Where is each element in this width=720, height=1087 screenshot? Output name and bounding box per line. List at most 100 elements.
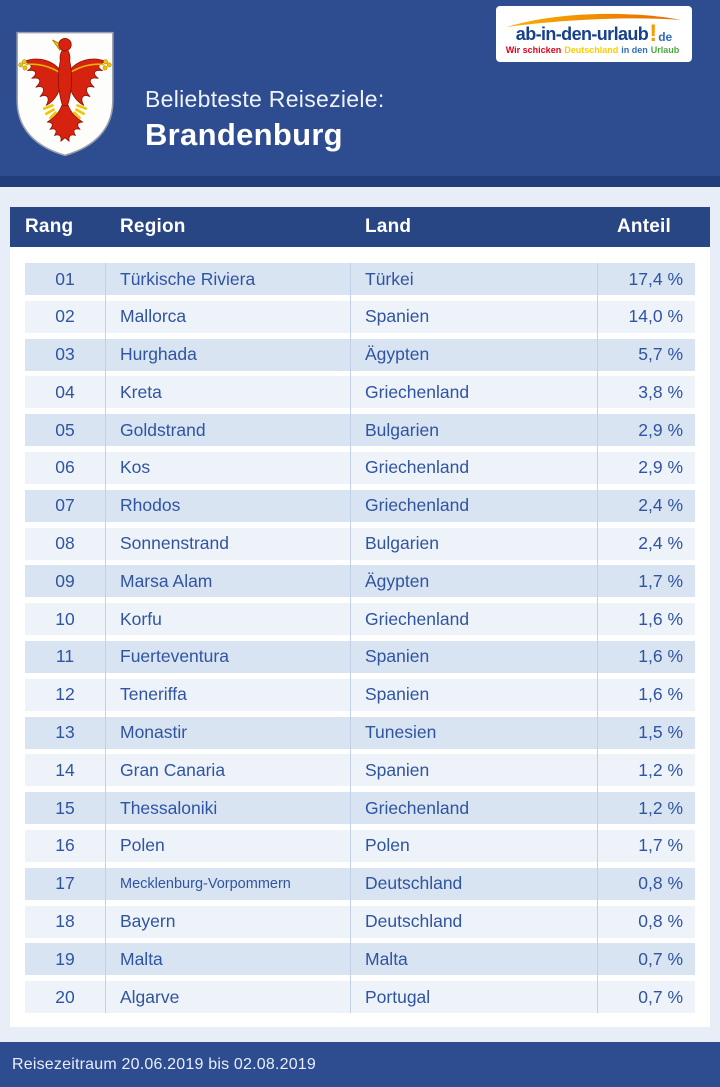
table-body: 01 Türkische Riviera Türkei 17,4 % 02 Ma… xyxy=(10,247,710,1026)
share-cell: 3,8 % xyxy=(638,381,683,402)
title-region: Brandenburg xyxy=(145,116,343,152)
column-divider xyxy=(597,263,598,1014)
rank-cell: 09 xyxy=(55,570,75,591)
rank-cell: 19 xyxy=(55,948,75,969)
column-header-land: Land xyxy=(365,216,412,237)
logo-tagline-word: Urlaub xyxy=(650,45,680,55)
logo-swoosh-icon xyxy=(507,13,681,27)
table-row: 11 Fuerteventura Spanien 1,6 % xyxy=(25,640,695,673)
country-cell: Ägypten xyxy=(365,344,430,365)
rank-cell: 13 xyxy=(55,722,75,743)
country-cell: Deutschland xyxy=(365,873,463,894)
logo-tagline-word: Wir schicken xyxy=(505,45,562,55)
country-cell: Griechenland xyxy=(365,608,470,629)
share-cell: 0,7 % xyxy=(638,986,683,1007)
region-cell: Kos xyxy=(120,457,151,478)
share-cell: 0,7 % xyxy=(638,948,683,969)
rank-cell: 16 xyxy=(55,835,75,856)
region-cell: Mallorca xyxy=(120,306,187,327)
rank-cell: 06 xyxy=(55,457,75,478)
table-row: 17 Mecklenburg-Vorpommern Deutschland 0,… xyxy=(25,867,695,900)
table-row: 19 Malta Malta 0,7 % xyxy=(25,943,695,976)
table-row: 10 Korfu Griechenland 1,6 % xyxy=(25,603,695,636)
column-divider xyxy=(105,263,106,1014)
share-cell: 2,4 % xyxy=(638,495,683,516)
rank-cell: 20 xyxy=(55,986,75,1007)
region-cell: Marsa Alam xyxy=(120,570,213,591)
travel-period-label: Reisezeitraum 20.06.2019 bis 02.08.2019 xyxy=(12,1055,317,1073)
rank-cell: 18 xyxy=(55,911,75,932)
region-cell: Sonnenstrand xyxy=(120,533,229,554)
region-cell: Hurghada xyxy=(120,344,197,365)
region-cell: Korfu xyxy=(120,608,162,629)
rank-cell: 11 xyxy=(55,646,75,667)
region-cell: Goldstrand xyxy=(120,419,206,440)
region-cell: Mecklenburg-Vorpommern xyxy=(120,875,291,892)
table-row: 20 Algarve Portugal 0,7 % xyxy=(25,981,695,1014)
share-cell: 5,7 % xyxy=(638,344,683,365)
table-row: 03 Hurghada Ägypten 5,7 % xyxy=(25,338,695,371)
country-cell: Bulgarien xyxy=(365,533,439,554)
country-cell: Spanien xyxy=(365,684,430,705)
logo-tagline: Wir schicken Deutschland in den Urlaub xyxy=(504,45,684,55)
region-cell: Rhodos xyxy=(120,495,181,516)
rank-cell: 04 xyxy=(55,381,75,402)
country-cell: Griechenland xyxy=(365,381,470,402)
country-cell: Spanien xyxy=(365,759,430,780)
column-header-anteil: Anteil xyxy=(617,216,671,237)
region-cell: Kreta xyxy=(120,381,162,402)
rank-cell: 02 xyxy=(55,306,75,327)
logo-tagline-word: in den xyxy=(621,45,648,55)
country-cell: Griechenland xyxy=(365,457,470,478)
country-cell: Griechenland xyxy=(365,495,470,516)
rank-cell: 03 xyxy=(55,344,75,365)
region-cell: Fuerteventura xyxy=(120,646,229,667)
country-cell: Ägypten xyxy=(365,570,430,591)
table-row: 16 Polen Polen 1,7 % xyxy=(25,829,695,862)
header-band: Beliebteste Reiseziele: Brandenburg ab-i… xyxy=(0,0,720,187)
brandenburg-coat-of-arms-icon xyxy=(16,31,114,157)
rank-cell: 07 xyxy=(55,495,75,516)
table-header-row: Rang Region Land Anteil xyxy=(10,207,710,247)
table-row: 12 Teneriffa Spanien 1,6 % xyxy=(25,678,695,711)
footer-band: Reisezeitraum 20.06.2019 bis 02.08.2019 xyxy=(0,1042,720,1087)
region-cell: Algarve xyxy=(120,986,180,1007)
page-title: Beliebteste Reiseziele: Brandenburg xyxy=(145,86,385,154)
table-row: 04 Kreta Griechenland 3,8 % xyxy=(25,376,695,409)
share-cell: 14,0 % xyxy=(628,306,683,327)
logo-tagline-word: Deutschland xyxy=(564,45,619,55)
share-cell: 1,5 % xyxy=(638,722,683,743)
rank-cell: 10 xyxy=(55,608,75,629)
share-cell: 1,7 % xyxy=(638,570,683,591)
rank-cell: 08 xyxy=(55,533,75,554)
rank-cell: 14 xyxy=(55,759,75,780)
rank-cell: 12 xyxy=(55,684,75,705)
region-cell: Monastir xyxy=(120,722,188,743)
country-cell: Tunesien xyxy=(365,722,437,743)
title-subline: Beliebteste Reiseziele: xyxy=(145,86,385,112)
country-cell: Türkei xyxy=(365,268,414,289)
table-row: 09 Marsa Alam Ägypten 1,7 % xyxy=(25,565,695,598)
rank-cell: 17 xyxy=(55,873,75,894)
logo-exclamation: ! xyxy=(649,20,658,47)
table-row: 02 Mallorca Spanien 14,0 % xyxy=(25,300,695,333)
country-cell: Griechenland xyxy=(365,797,470,818)
country-cell: Portugal xyxy=(365,986,431,1007)
brand-logo: ab-in-den-urlaub! de Wir schicken Deutschl… xyxy=(496,6,692,62)
share-cell: 1,6 % xyxy=(638,608,683,629)
logo-wordmark: ab-in-den-urlaub! de xyxy=(504,20,684,47)
table-row: 07 Rhodos Griechenland 2,4 % xyxy=(25,489,695,522)
table-row: 08 Sonnenstrand Bulgarien 2,4 % xyxy=(25,527,695,560)
region-cell: Türkische Riviera xyxy=(120,268,256,289)
country-cell: Deutschland xyxy=(365,911,463,932)
region-cell: Thessaloniki xyxy=(120,797,218,818)
table-row: 06 Kos Griechenland 2,9 % xyxy=(25,451,695,484)
share-cell: 17,4 % xyxy=(628,268,683,289)
ranking-table: Rang Region Land Anteil 01 Türkische Riv… xyxy=(10,207,710,1027)
share-cell: 1,2 % xyxy=(638,797,683,818)
table-row: 14 Gran Canaria Spanien 1,2 % xyxy=(25,754,695,787)
share-cell: 1,2 % xyxy=(638,759,683,780)
rank-cell: 15 xyxy=(55,797,75,818)
country-cell: Polen xyxy=(365,835,410,856)
share-cell: 2,4 % xyxy=(638,533,683,554)
